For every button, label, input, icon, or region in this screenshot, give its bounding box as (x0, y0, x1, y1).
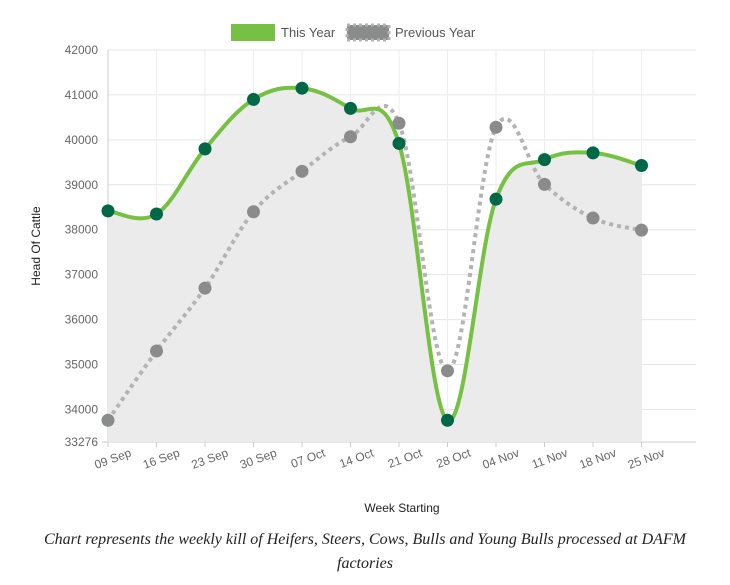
x-tick-label: 21 Oct (386, 445, 425, 470)
this-year-point[interactable] (247, 92, 260, 106)
x-tick-label: 09 Sep (92, 446, 133, 472)
y-tick-label: 37000 (65, 268, 99, 282)
this-year-point[interactable] (392, 136, 406, 150)
y-tick-label: 36000 (65, 313, 99, 327)
y-tick-label: 40000 (65, 133, 99, 147)
this-year-point[interactable] (489, 192, 503, 206)
previous-year-point[interactable] (635, 223, 648, 237)
legend-label-this-year: This Year (281, 25, 336, 40)
this-year-area (108, 87, 642, 443)
previous-year-point[interactable] (489, 120, 503, 134)
x-tick-label: 07 Oct (289, 445, 328, 470)
legend-label-previous-year: Previous Year (395, 25, 476, 40)
this-year-point[interactable] (441, 413, 454, 427)
y-axis-title: Head Of Cattle (29, 206, 43, 286)
y-tick-label: 41000 (65, 88, 99, 102)
legend[interactable]: This Year Previous Year (231, 23, 476, 42)
this-year-point[interactable] (198, 142, 212, 156)
x-tick-label: 04 Nov (481, 446, 522, 472)
previous-year-point[interactable] (392, 116, 406, 130)
chart-caption: Chart represents the weekly kill of Heif… (43, 531, 686, 572)
this-year-point[interactable] (538, 153, 551, 167)
x-tick-label: 30 Sep (238, 446, 279, 472)
x-tick-label: 25 Nov (626, 446, 667, 472)
y-tick-label: 38000 (65, 223, 99, 237)
data-points (101, 81, 648, 427)
this-year-point[interactable] (586, 146, 600, 160)
x-tick-label: 18 Nov (578, 446, 619, 472)
x-tick-label: 14 Oct (338, 445, 377, 470)
this-year-point[interactable] (295, 81, 309, 95)
previous-year-point[interactable] (441, 364, 454, 378)
this-year-point[interactable] (150, 207, 163, 221)
previous-year-point[interactable] (344, 130, 357, 144)
legend-swatch-this-year (231, 24, 275, 41)
line-chart: 33276 34000 35000 36000 37000 38000 39000 40000… (29, 23, 696, 515)
y-tick-label: 42000 (65, 43, 99, 57)
x-axis-ticks: 09 Sep 16 Sep 23 Sep 30 Sep 07 Oct 14 Oct 21 O… (92, 442, 667, 472)
previous-year-point[interactable] (538, 177, 551, 191)
previous-year-point[interactable] (198, 281, 212, 295)
previous-year-point[interactable] (150, 344, 163, 358)
x-tick-label: 28 Oct (435, 445, 474, 470)
x-tick-label: 11 Nov (530, 446, 570, 472)
y-tick-label: 33276 (65, 435, 99, 449)
x-tick-label: 16 Sep (141, 446, 182, 472)
previous-year-point[interactable] (586, 211, 600, 225)
legend-item-previous-year[interactable]: Previous Year (345, 23, 476, 42)
legend-item-this-year[interactable]: This Year (231, 24, 336, 41)
y-tick-label: 34000 (65, 402, 99, 416)
legend-swatch-previous-year (345, 23, 391, 42)
this-year-fill (108, 87, 642, 443)
previous-year-point[interactable] (247, 205, 260, 219)
y-axis-ticks: 33276 34000 35000 36000 37000 38000 39000 40000… (65, 43, 99, 449)
previous-year-point[interactable] (295, 164, 309, 178)
x-axis-title: Week Starting (364, 501, 439, 515)
previous-year-point[interactable] (101, 413, 115, 427)
this-year-point[interactable] (101, 204, 115, 218)
this-year-point[interactable] (635, 158, 648, 172)
y-tick-label: 39000 (65, 178, 99, 192)
x-tick-label: 23 Sep (189, 446, 230, 472)
y-tick-label: 35000 (65, 358, 99, 372)
this-year-point[interactable] (344, 101, 357, 115)
